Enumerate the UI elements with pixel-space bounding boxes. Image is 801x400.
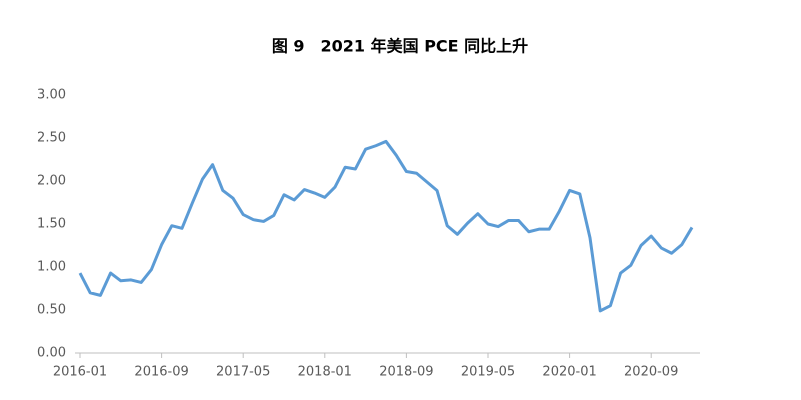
x-tick-label: 2020-01	[542, 365, 596, 380]
y-tick-label: 2.50	[37, 131, 66, 146]
y-tick-label: 1.00	[37, 260, 66, 275]
x-tick-label: 2018-09	[379, 365, 433, 380]
x-tick-label: 2019-05	[461, 365, 515, 380]
x-tick-label: 2018-01	[298, 365, 352, 380]
x-tick-label: 2017-05	[216, 365, 270, 380]
y-tick-label: 0.00	[37, 346, 66, 361]
x-tick-label: 2020-09	[624, 365, 678, 380]
chart-title: 图 9 2021 年美国 PCE 同比上升	[272, 37, 528, 56]
y-tick-label: 0.50	[37, 303, 66, 318]
y-tick-label: 3.00	[37, 88, 66, 103]
x-tick-label: 2016-09	[134, 365, 188, 380]
data-line	[78, 139, 694, 313]
y-tick-label: 2.00	[37, 174, 66, 189]
y-tick-label: 1.50	[37, 217, 66, 232]
x-tick-label: 2016-01	[53, 365, 107, 380]
